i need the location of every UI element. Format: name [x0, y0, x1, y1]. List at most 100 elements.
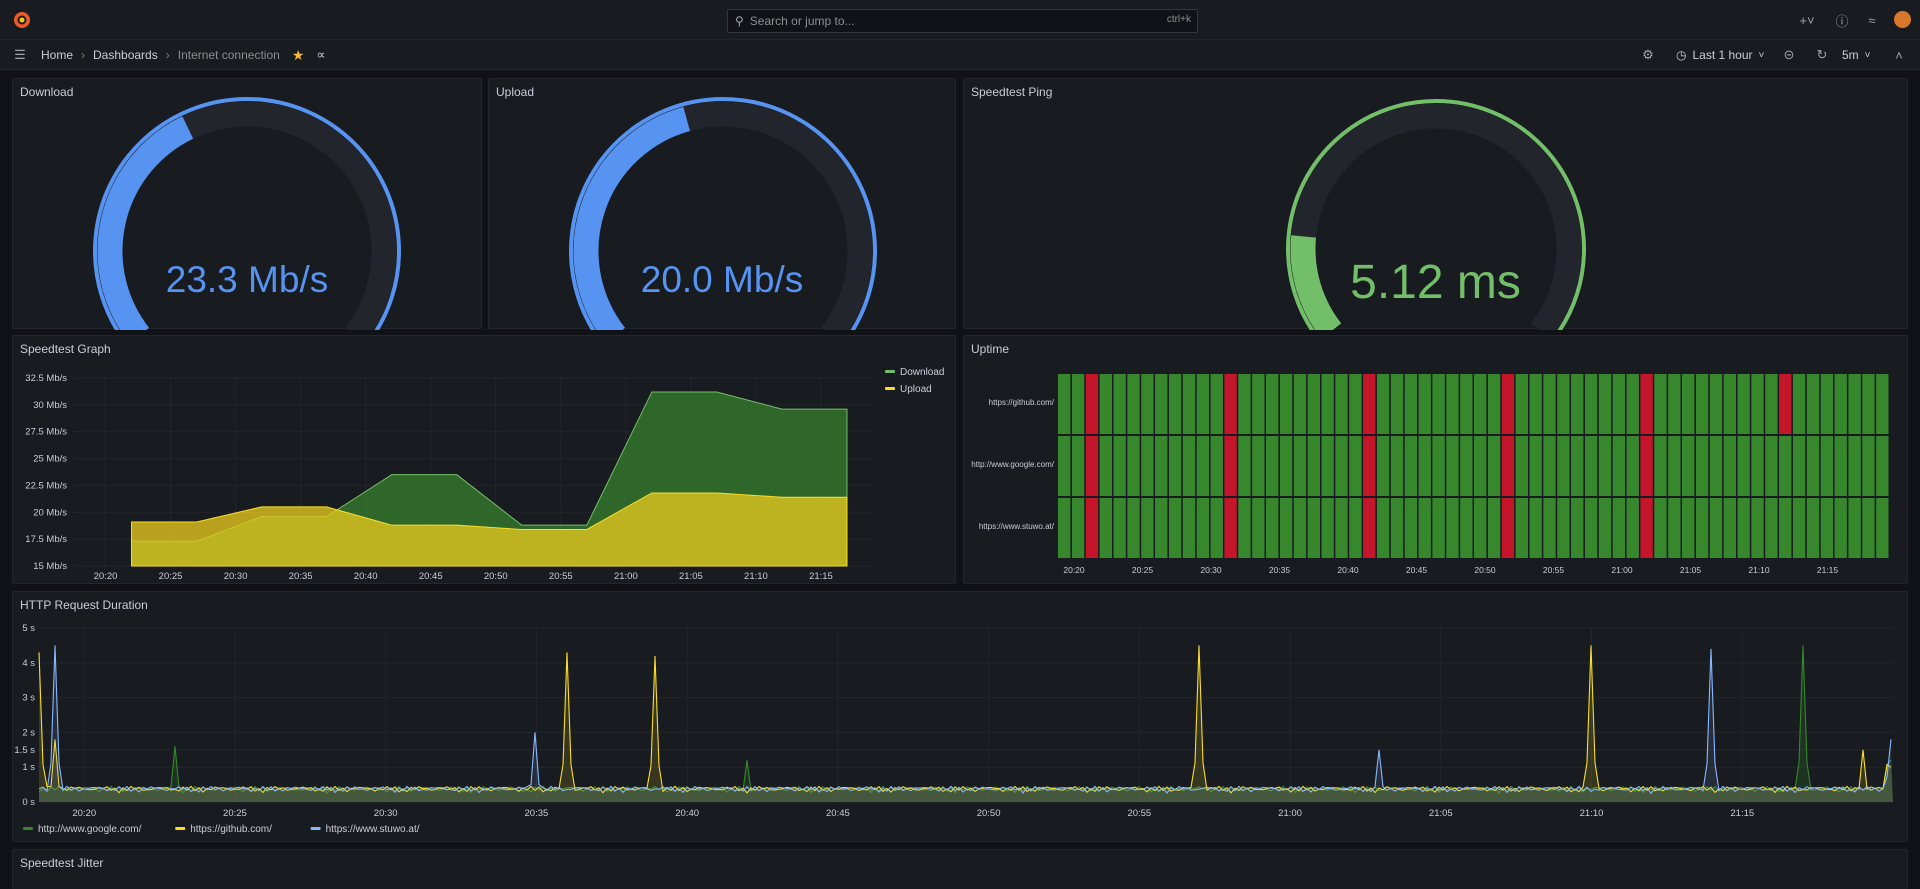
uptime-cell — [1432, 498, 1445, 558]
uptime-cell — [1654, 498, 1667, 558]
x-tick-label: 21:05 — [679, 571, 703, 582]
uptime-cell — [1432, 374, 1445, 434]
y-tick-label: 5 s — [22, 623, 35, 634]
uptime-cell — [1737, 436, 1750, 496]
uptime-cell — [1113, 374, 1126, 434]
uptime-cell — [1820, 374, 1834, 434]
legend-swatch — [310, 827, 321, 830]
uptime-cell — [1266, 374, 1279, 434]
grafana-logo[interactable] — [12, 10, 32, 30]
time-picker[interactable]: ◷ Last 1 hour ˅ — [1676, 40, 1764, 70]
panel-http-request-duration: HTTP Request Duration 0 s 1 s 1.5 s 2 s 3 s 4… — [12, 591, 1908, 842]
share-icon[interactable]: ∝ — [316, 47, 326, 62]
y-tick-label: 1.5 s — [14, 745, 35, 756]
uptime-cell — [1085, 436, 1099, 496]
uptime-cell — [1266, 436, 1279, 496]
panel-title: Speedtest Jitter — [20, 856, 104, 870]
uptime-cell — [1682, 374, 1695, 434]
uptime-cell — [1099, 374, 1112, 434]
y-tick-label: 25 Mb/s — [33, 454, 67, 465]
series-line — [38, 645, 1892, 794]
series-line — [38, 645, 1892, 795]
help-icon[interactable]: ⓘ — [1835, 13, 1849, 29]
dashboard-nav-bar: ☰ Home › Dashboards › Internet connectio… — [0, 40, 1920, 70]
gear-icon[interactable]: ⚙ — [1642, 47, 1654, 62]
uptime-cell — [1293, 374, 1307, 434]
uptime-cell — [1626, 498, 1639, 558]
uptime-cell — [1848, 374, 1861, 434]
uptime-cell — [1474, 374, 1487, 434]
uptime-cell — [1196, 436, 1210, 496]
uptime-cell — [1085, 498, 1099, 558]
x-tick-label: 20:50 — [977, 808, 1001, 819]
download-gauge — [93, 97, 401, 330]
panel-title: Speedtest Graph — [20, 342, 111, 356]
uptime-cell — [1515, 374, 1528, 434]
uptime-cell — [1099, 436, 1112, 496]
uptime-cell — [1820, 436, 1834, 496]
zoom-out-icon[interactable]: ⊝ — [1783, 47, 1795, 62]
uptime-cell — [1349, 374, 1362, 434]
upload-gauge — [569, 97, 877, 330]
uptime-cell — [1792, 436, 1806, 496]
refresh-interval-picker[interactable]: 5m ˅ — [1842, 40, 1871, 70]
uptime-cell — [1460, 436, 1473, 496]
uptime-cell — [1224, 436, 1237, 496]
x-tick-label: 20:55 — [549, 571, 573, 582]
y-tick-label: 1 s — [22, 762, 35, 773]
series-fill — [39, 645, 1893, 802]
search-input[interactable]: ⚲ Search or jump to... ctrl+k — [727, 9, 1198, 33]
chevron-up-icon[interactable]: ˄ — [1895, 47, 1903, 63]
uptime-cell — [1071, 498, 1085, 558]
uptime-cell — [1460, 498, 1473, 558]
uptime-cell — [1806, 374, 1820, 434]
uptime-row-label: https://www.stuwo.at/ — [979, 522, 1055, 531]
uptime-cell — [1765, 374, 1778, 434]
x-tick-label: 21:15 — [1817, 565, 1839, 575]
rss-icon[interactable]: ≈ — [1868, 12, 1876, 28]
breadcrumb-home[interactable]: Home — [41, 48, 74, 62]
uptime-cell — [1612, 436, 1626, 496]
uptime-cell — [1252, 498, 1265, 558]
panel-speedtest-graph: Speedtest Graph 15 Mb/s 17.5 Mb/s 20 Mb/s 2… — [12, 335, 956, 584]
series-fill — [39, 645, 1893, 802]
refresh-icon[interactable]: ↻ — [1816, 47, 1828, 62]
star-icon[interactable]: ★ — [291, 46, 305, 63]
series-area-upload — [131, 492, 848, 567]
avatar[interactable] — [1894, 11, 1911, 28]
plus-icon[interactable]: +˅ — [1799, 12, 1815, 28]
x-tick-label: 20:40 — [1337, 565, 1359, 575]
uptime-cell — [1058, 374, 1071, 434]
uptime-cell — [1279, 498, 1293, 558]
panel-title: HTTP Request Duration — [20, 598, 148, 612]
menu-icon[interactable]: ☰ — [14, 47, 26, 62]
x-tick-label: 20:20 — [94, 571, 118, 582]
uptime-cell — [1806, 498, 1820, 558]
ping-value: 5.12 ms — [1350, 256, 1521, 309]
uptime-cell — [1557, 498, 1570, 558]
uptime-cell — [1071, 374, 1085, 434]
uptime-cell — [1210, 498, 1223, 558]
uptime-cell — [1737, 374, 1750, 434]
chevron-right-icon: › — [165, 48, 170, 62]
refresh-interval-label: 5m — [1842, 48, 1859, 62]
uptime-cell — [1376, 498, 1390, 558]
uptime-cell — [1168, 498, 1182, 558]
x-tick-label: 20:50 — [1474, 565, 1496, 575]
series-fill — [39, 645, 1893, 802]
uptime-cell — [1418, 498, 1431, 558]
uptime-cell — [1113, 498, 1126, 558]
uptime-cell — [1279, 436, 1293, 496]
uptime-cell — [1529, 436, 1542, 496]
uptime-cell — [1598, 436, 1612, 496]
y-tick-label: 0 s — [22, 797, 35, 808]
uptime-cell — [1640, 498, 1653, 558]
x-tick-label: 21:00 — [1278, 808, 1302, 819]
breadcrumb-dashboards[interactable]: Dashboards — [93, 48, 158, 62]
uptime-cell — [1682, 436, 1695, 496]
legend-swatch — [885, 387, 895, 390]
uptime-cell — [1446, 436, 1459, 496]
uptime-cell — [1349, 436, 1362, 496]
x-tick-label: 21:15 — [809, 571, 833, 582]
x-tick-label: 21:10 — [744, 571, 768, 582]
